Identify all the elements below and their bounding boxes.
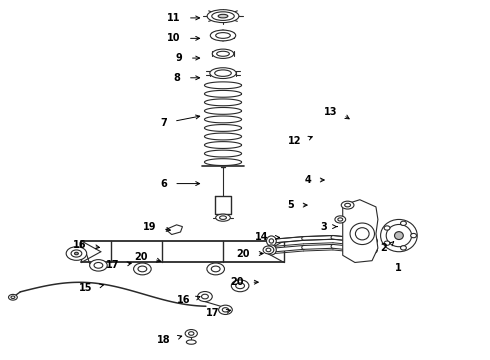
Ellipse shape — [381, 220, 417, 252]
Text: 4: 4 — [304, 175, 311, 185]
Ellipse shape — [269, 239, 273, 243]
Text: 16: 16 — [177, 295, 190, 305]
Text: 13: 13 — [324, 107, 338, 117]
Ellipse shape — [94, 262, 103, 268]
Text: 17: 17 — [105, 260, 119, 270]
Ellipse shape — [185, 329, 197, 337]
Ellipse shape — [341, 201, 354, 209]
Ellipse shape — [335, 216, 345, 223]
Ellipse shape — [218, 14, 228, 18]
Ellipse shape — [138, 266, 147, 272]
Ellipse shape — [338, 218, 343, 221]
Text: 10: 10 — [167, 33, 180, 43]
Text: 3: 3 — [320, 222, 327, 231]
Ellipse shape — [269, 248, 273, 252]
Text: 19: 19 — [143, 222, 156, 232]
Text: 18: 18 — [157, 334, 171, 345]
Ellipse shape — [215, 70, 231, 76]
Text: 2: 2 — [380, 243, 387, 253]
Ellipse shape — [350, 223, 374, 244]
Ellipse shape — [394, 231, 403, 239]
Polygon shape — [166, 225, 182, 234]
Ellipse shape — [386, 225, 412, 247]
Circle shape — [400, 221, 406, 225]
Ellipse shape — [220, 216, 226, 220]
Ellipse shape — [11, 296, 15, 298]
Ellipse shape — [263, 246, 274, 254]
Ellipse shape — [210, 68, 236, 78]
Ellipse shape — [355, 228, 369, 240]
Ellipse shape — [210, 30, 236, 41]
Circle shape — [411, 233, 416, 238]
Ellipse shape — [212, 49, 234, 58]
Ellipse shape — [231, 280, 249, 292]
Ellipse shape — [66, 247, 87, 260]
Ellipse shape — [219, 305, 232, 315]
Ellipse shape — [90, 260, 107, 271]
Ellipse shape — [134, 263, 151, 275]
Text: 15: 15 — [79, 283, 93, 293]
Ellipse shape — [211, 266, 220, 272]
Text: 14: 14 — [255, 232, 269, 242]
Ellipse shape — [216, 33, 230, 39]
Ellipse shape — [197, 292, 212, 302]
Text: 5: 5 — [287, 200, 294, 210]
Ellipse shape — [216, 214, 230, 221]
Ellipse shape — [207, 263, 224, 275]
Circle shape — [384, 241, 390, 245]
Text: 11: 11 — [167, 13, 180, 23]
Ellipse shape — [212, 12, 234, 21]
Circle shape — [400, 246, 406, 250]
Ellipse shape — [201, 294, 208, 299]
Ellipse shape — [186, 340, 196, 344]
Ellipse shape — [267, 236, 276, 246]
Text: 9: 9 — [176, 53, 182, 63]
Ellipse shape — [189, 332, 194, 335]
Text: 12: 12 — [288, 136, 301, 146]
Polygon shape — [343, 200, 378, 262]
Ellipse shape — [8, 294, 17, 300]
Circle shape — [384, 226, 390, 230]
Ellipse shape — [368, 237, 377, 244]
Text: 6: 6 — [160, 179, 167, 189]
Text: 1: 1 — [394, 263, 401, 273]
Ellipse shape — [222, 308, 229, 312]
Text: 16: 16 — [73, 240, 86, 250]
Ellipse shape — [344, 203, 350, 207]
Text: 17: 17 — [206, 309, 220, 318]
Ellipse shape — [371, 248, 375, 252]
Ellipse shape — [71, 250, 82, 257]
Ellipse shape — [207, 10, 239, 23]
Ellipse shape — [267, 245, 276, 255]
Ellipse shape — [236, 283, 245, 289]
Ellipse shape — [74, 252, 78, 255]
Text: 8: 8 — [173, 73, 180, 83]
Text: 20: 20 — [230, 277, 244, 287]
Ellipse shape — [371, 239, 375, 243]
Ellipse shape — [266, 248, 271, 252]
Ellipse shape — [368, 246, 377, 253]
Ellipse shape — [217, 51, 229, 56]
Text: 7: 7 — [160, 118, 167, 128]
Text: 20: 20 — [236, 248, 250, 258]
Text: 20: 20 — [134, 252, 147, 262]
